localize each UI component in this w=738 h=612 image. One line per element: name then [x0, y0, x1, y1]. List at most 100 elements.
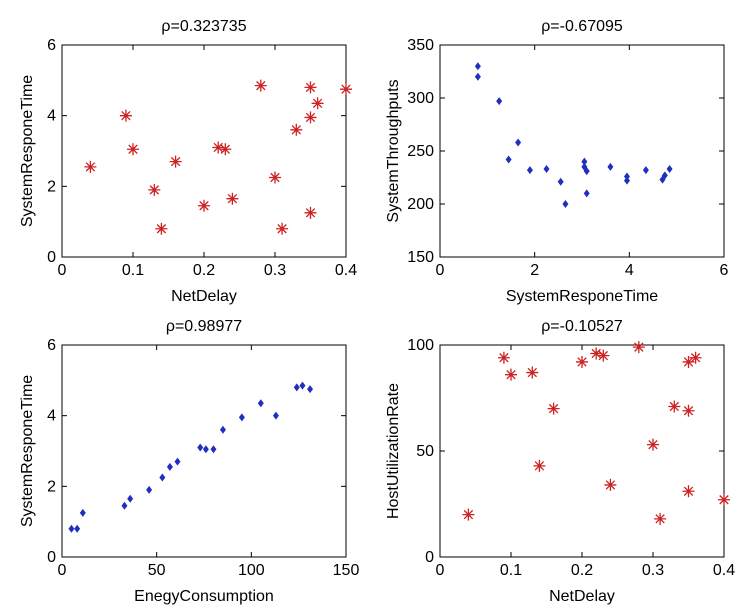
data-point [198, 199, 210, 212]
data-point [647, 438, 659, 451]
data-point [272, 411, 279, 420]
data-point [623, 176, 630, 185]
x-tick-label: 0.4 [335, 262, 357, 279]
data-point [166, 462, 173, 471]
data-point [597, 349, 610, 362]
data-point [632, 341, 645, 354]
data-point [311, 97, 324, 110]
x-axis-label: NetDelay [171, 288, 237, 305]
x-tick-label: 0.3 [264, 262, 286, 279]
plot-frame [439, 344, 725, 558]
data-point [304, 206, 317, 219]
plot-frame [439, 44, 725, 258]
y-tick-label: 200 [407, 196, 434, 213]
data-point [718, 493, 730, 506]
data-point [623, 172, 630, 181]
y-axis-label: SystemResponeTime [19, 375, 36, 527]
data-point [74, 524, 81, 533]
y-tick-label: 0 [47, 249, 56, 266]
x-tick-label: 0.3 [642, 562, 664, 579]
data-point [583, 167, 590, 176]
x-tick-label: 0.2 [571, 562, 593, 579]
y-tick-label: 300 [407, 90, 434, 107]
data-point [127, 143, 139, 156]
data-point [604, 478, 617, 491]
x-axis-label: SystemResponeTime [506, 288, 658, 305]
data-point [269, 171, 281, 184]
y-tick-label: 0 [425, 549, 434, 566]
data-point [304, 111, 317, 124]
chart-title: ρ=-0.67095 [541, 18, 623, 35]
data-point [254, 79, 267, 92]
data-point [202, 445, 209, 454]
x-tick-label: 0 [436, 562, 445, 579]
data-point [505, 368, 517, 381]
subplot-1: ρ=0.323735 0 0.1 0.2 0.3 0.4 0 2 4 6 NetDelay Syste… [19, 18, 357, 305]
plot-frame [61, 44, 347, 258]
chart-title: ρ=0.323735 [161, 18, 246, 35]
data-point [219, 143, 232, 156]
data-point [174, 457, 181, 466]
x-tick-label: 0 [58, 562, 67, 579]
x-tick-label: 50 [148, 562, 166, 579]
y-tick-label: 250 [407, 143, 434, 160]
data-point [642, 166, 649, 175]
data-point [533, 459, 546, 472]
x-tick-label: 100 [238, 562, 265, 579]
y-tick-label: 2 [47, 178, 56, 195]
x-axis-label: NetDelay [549, 588, 615, 605]
data-point [146, 485, 153, 494]
data-point [238, 413, 245, 422]
data-point [654, 512, 667, 525]
x-tick-label: 0 [58, 262, 67, 279]
data-point [293, 383, 300, 392]
data-point [547, 402, 560, 415]
y-tick-label: 150 [407, 249, 434, 266]
data-point [562, 200, 569, 208]
subplot-grid: ρ=0.323735 0 0.1 0.2 0.3 0.4 0 2 4 6 NetDelay Syste… [19, 18, 735, 605]
y-tick-label: 350 [407, 37, 434, 54]
data-point [666, 165, 673, 174]
chart-title: ρ=-0.10527 [541, 318, 623, 335]
data-point [474, 72, 481, 81]
y-tick-label: 100 [407, 337, 434, 354]
data-point [299, 381, 306, 390]
y-axis-label: HostUtilizationRate [385, 383, 402, 519]
data-point [682, 485, 695, 498]
data-point [79, 508, 86, 517]
x-tick-label: 6 [720, 262, 729, 279]
x-tick-label: 0.4 [713, 562, 735, 579]
data-point [515, 138, 522, 147]
plot-frame [61, 344, 347, 558]
data-point [462, 508, 475, 521]
data-point [121, 501, 128, 510]
data-point [127, 494, 134, 503]
data-point [212, 141, 225, 154]
y-tick-label: 4 [47, 408, 56, 425]
y-tick-label: 6 [47, 337, 56, 354]
data-point [155, 222, 168, 235]
data-point [682, 355, 695, 368]
data-point [148, 183, 161, 196]
data-point [474, 62, 481, 71]
data-point [84, 160, 97, 173]
y-tick-label: 50 [416, 443, 434, 460]
x-axis-label: EnegyConsumption [134, 588, 274, 605]
data-point [543, 165, 550, 174]
data-point [661, 171, 668, 180]
data-point [526, 166, 533, 175]
x-tick-label: 2 [530, 262, 539, 279]
x-tick-label: 0.2 [193, 262, 215, 279]
x-tick-label: 0 [436, 262, 445, 279]
x-tick-label: 4 [625, 262, 634, 279]
y-tick-label: 6 [47, 37, 56, 54]
data-point [682, 404, 695, 417]
y-axis-label: SystemThroughputs [385, 79, 402, 222]
data-point [68, 524, 75, 533]
data-point [583, 189, 590, 198]
data-point [497, 351, 510, 364]
data-point [169, 155, 182, 168]
y-tick-label: 0 [47, 549, 56, 566]
subplot-4: ρ=-0.10527 0 0.1 0.2 0.3 0.4 0 50 100 NetDelay Hos… [385, 318, 735, 605]
